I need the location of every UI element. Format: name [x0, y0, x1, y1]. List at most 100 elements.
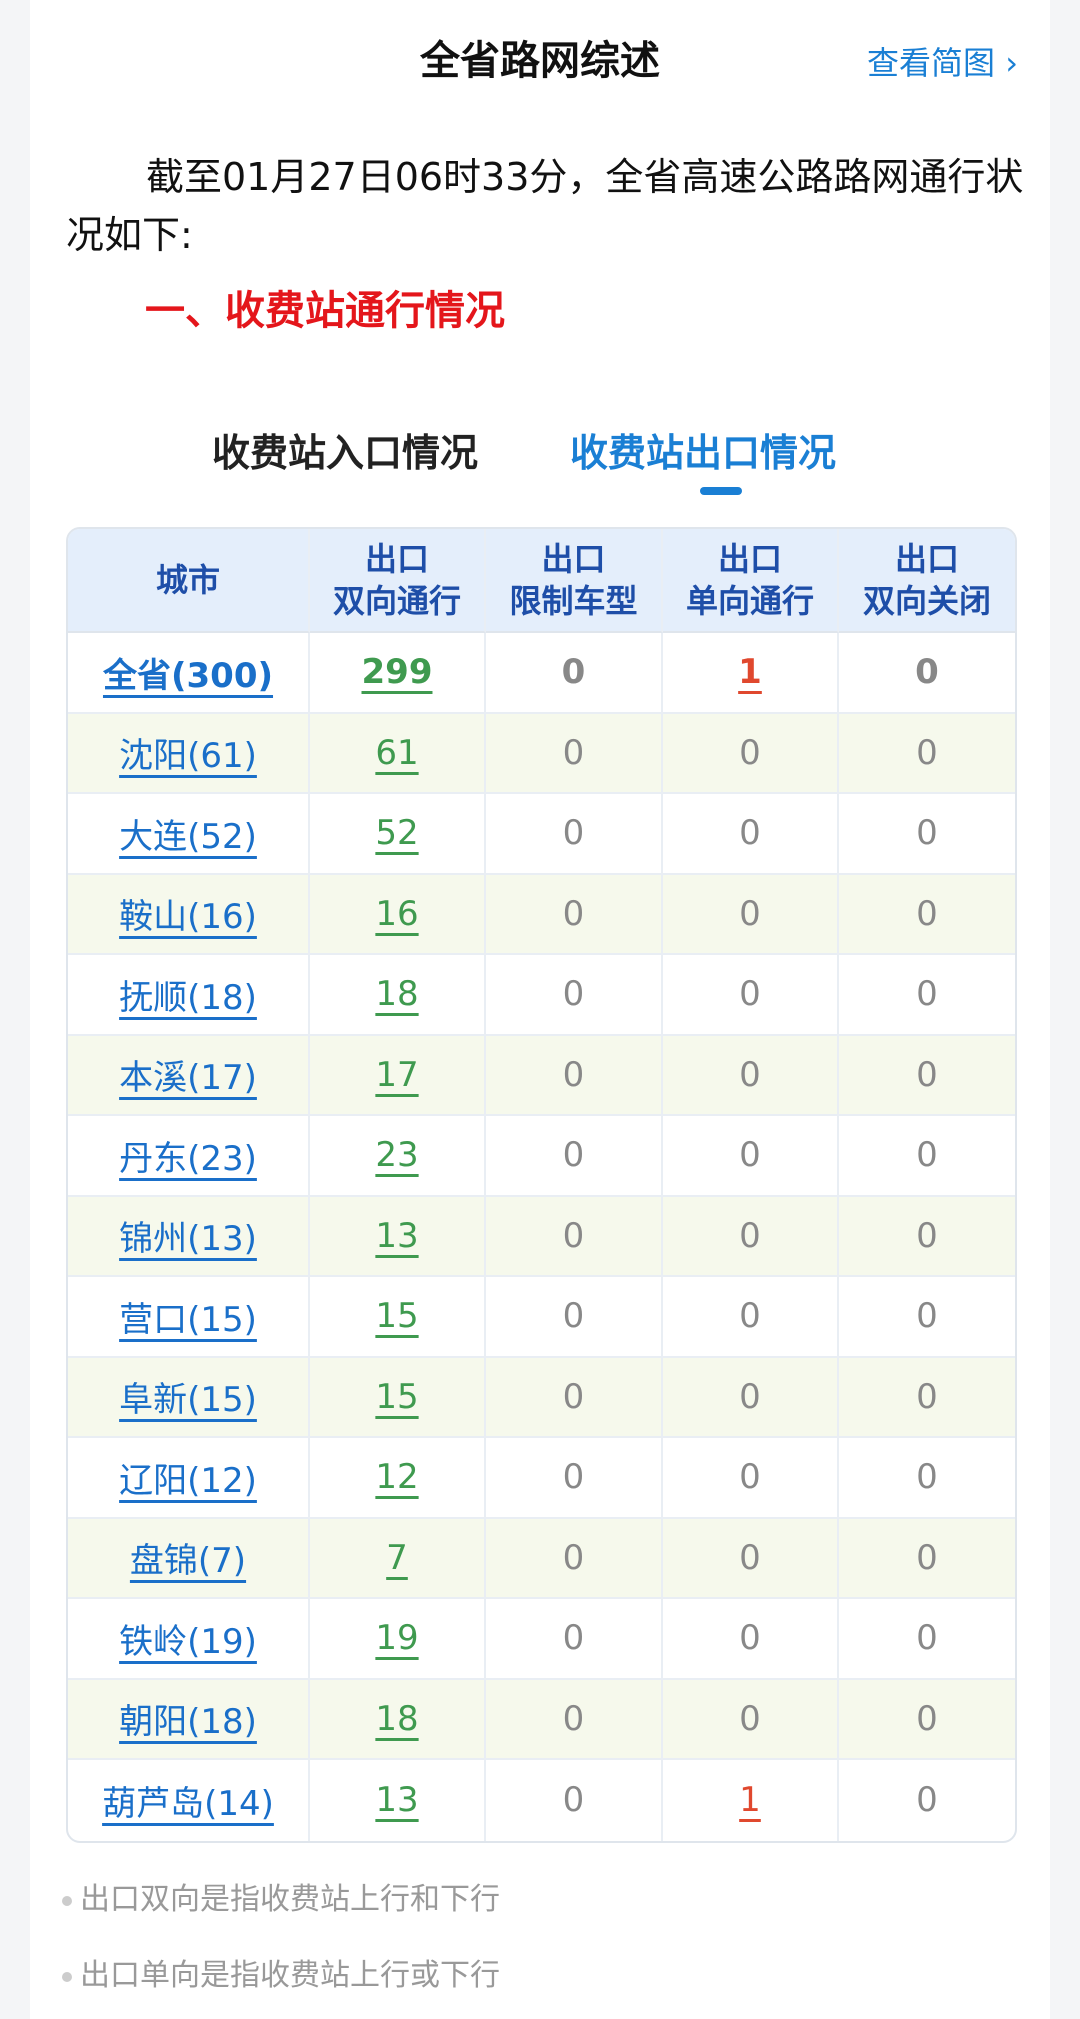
open-count-link[interactable]: 299 — [361, 652, 433, 693]
city-link[interactable]: 阜新(15) — [119, 1380, 257, 1421]
open-count-link[interactable]: 12 — [375, 1457, 419, 1498]
table-row: 大连(52) 52 0 0 0 — [68, 794, 1015, 875]
open-count-link[interactable]: 17 — [375, 1054, 419, 1095]
table-cell: 葫芦岛(14) — [68, 1760, 310, 1841]
table-cell: 0 — [486, 1035, 663, 1116]
table-cell: 0 — [486, 1760, 663, 1841]
table-row: 辽阳(12) 12 0 0 0 — [68, 1438, 1015, 1519]
table-cell: 0 — [486, 1116, 663, 1197]
tab-entrance[interactable]: 收费站入口情况 — [212, 431, 479, 475]
cell-value: 0 — [916, 1457, 938, 1498]
open-count-link[interactable]: 7 — [386, 1537, 408, 1578]
table-cell: 辽阳(12) — [68, 1438, 310, 1519]
table-row: 抚顺(18) 18 0 0 0 — [68, 955, 1015, 1036]
city-link[interactable]: 大连(52) — [119, 816, 257, 857]
table-row: 沈阳(61) 61 0 0 0 — [68, 713, 1015, 794]
column-header: 城市 — [68, 529, 310, 633]
cell-value: 0 — [739, 732, 761, 773]
open-count-link[interactable]: 18 — [375, 974, 419, 1015]
open-count-link[interactable]: 18 — [375, 1698, 419, 1739]
table-cell: 鞍山(16) — [68, 874, 310, 955]
city-link[interactable]: 丹东(23) — [119, 1138, 257, 1179]
page-title: 全省路网综述 — [420, 38, 660, 84]
table-row: 本溪(17) 17 0 0 0 — [68, 1035, 1015, 1116]
cell-value: 0 — [562, 1537, 585, 1578]
column-header: 出口 限制车型 — [486, 529, 663, 633]
open-count-link[interactable]: 15 — [375, 1296, 419, 1337]
table-cell: 19 — [310, 1599, 486, 1680]
table-row: 丹东(23) 23 0 0 0 — [68, 1116, 1015, 1197]
cell-value: 0 — [916, 1698, 938, 1739]
city-link[interactable]: 辽阳(12) — [119, 1460, 257, 1501]
table-cell: 1 — [663, 633, 839, 714]
open-count-link[interactable]: 61 — [375, 732, 419, 773]
column-header: 出口 双向通行 — [310, 529, 486, 633]
table-cell: 0 — [839, 1438, 1015, 1519]
table-cell: 0 — [663, 1277, 839, 1358]
view-diagram-link[interactable]: 查看简图 › — [867, 38, 1018, 84]
city-link[interactable]: 营口(15) — [119, 1299, 257, 1340]
header-line: 出口 — [717, 540, 782, 578]
cell-value: 0 — [562, 732, 585, 773]
city-link[interactable]: 鞍山(16) — [119, 897, 257, 938]
column-header: 出口 单向通行 — [663, 529, 839, 633]
city-link[interactable]: 抚顺(18) — [119, 977, 257, 1018]
table-cell: 0 — [663, 1035, 839, 1116]
cell-value: 0 — [739, 1215, 761, 1256]
table-cell: 0 — [663, 1599, 839, 1680]
cell-value: 0 — [562, 1376, 585, 1417]
city-link[interactable]: 沈阳(61) — [119, 736, 257, 777]
table-cell: 0 — [486, 1438, 663, 1519]
table-cell: 0 — [839, 1277, 1015, 1358]
open-count-link[interactable]: 13 — [375, 1215, 419, 1256]
footnote: 出口单向是指收费站上行或下行 — [62, 1950, 500, 1994]
header-line: 城市 — [155, 561, 220, 599]
table-cell: 23 — [310, 1116, 486, 1197]
tab-exit[interactable]: 收费站出口情况 — [570, 431, 837, 475]
cell-value: 0 — [562, 893, 585, 934]
open-count-link[interactable]: 16 — [375, 893, 419, 934]
cell-value: 0 — [562, 1135, 585, 1176]
table-row: 盘锦(7) 7 0 0 0 — [68, 1518, 1015, 1599]
table-cell: 0 — [486, 1277, 663, 1358]
city-link[interactable]: 葫芦岛(14) — [102, 1783, 274, 1824]
open-count-link[interactable]: 15 — [375, 1376, 419, 1417]
table-row: 葫芦岛(14) 13 0 1 0 — [68, 1760, 1015, 1841]
city-link[interactable]: 全省(300) — [102, 655, 274, 696]
city-link[interactable]: 盘锦(7) — [129, 1541, 247, 1582]
table-cell: 0 — [663, 1116, 839, 1197]
table-cell: 朝阳(18) — [68, 1679, 310, 1760]
open-count-link[interactable]: 52 — [375, 813, 419, 854]
table-cell: 0 — [486, 1196, 663, 1277]
table-cell: 盘锦(7) — [68, 1518, 310, 1599]
cell-value: 0 — [916, 1537, 938, 1578]
cell-value: 0 — [916, 1296, 938, 1337]
open-count-link[interactable]: 23 — [375, 1135, 419, 1176]
city-link[interactable]: 朝阳(18) — [119, 1702, 257, 1743]
table-cell: 0 — [839, 874, 1015, 955]
cell-value: 0 — [562, 1780, 585, 1821]
cell-value: 0 — [916, 1215, 938, 1256]
table-cell: 0 — [486, 1679, 663, 1760]
cell-value: 0 — [916, 974, 938, 1015]
table-cell: 0 — [663, 955, 839, 1036]
oneway-count-link[interactable]: 1 — [738, 652, 762, 693]
cell-value: 0 — [739, 1376, 761, 1417]
table-cell: 0 — [663, 1438, 839, 1519]
city-link[interactable]: 本溪(17) — [119, 1058, 257, 1099]
city-link[interactable]: 锦州(13) — [119, 1219, 257, 1260]
oneway-count-link[interactable]: 1 — [739, 1780, 761, 1821]
table-cell: 0 — [663, 874, 839, 955]
cell-value: 0 — [562, 1054, 585, 1095]
table-cell: 15 — [310, 1277, 486, 1358]
exit-table: 城市 出口 双向通行 出口 限制车型 出口 单向通行 出口 双向关闭 全省(300) 299 0 1 0… — [66, 527, 1017, 1843]
cell-value: 0 — [916, 893, 938, 934]
open-count-link[interactable]: 19 — [375, 1618, 419, 1659]
table-cell: 15 — [310, 1357, 486, 1438]
table-cell: 0 — [839, 1035, 1015, 1116]
table-row: 鞍山(16) 16 0 0 0 — [68, 874, 1015, 955]
table-cell: 全省(300) — [68, 633, 310, 714]
open-count-link[interactable]: 13 — [375, 1780, 419, 1821]
view-diagram-label: 查看简图 — [867, 44, 996, 82]
city-link[interactable]: 铁岭(19) — [119, 1621, 257, 1662]
